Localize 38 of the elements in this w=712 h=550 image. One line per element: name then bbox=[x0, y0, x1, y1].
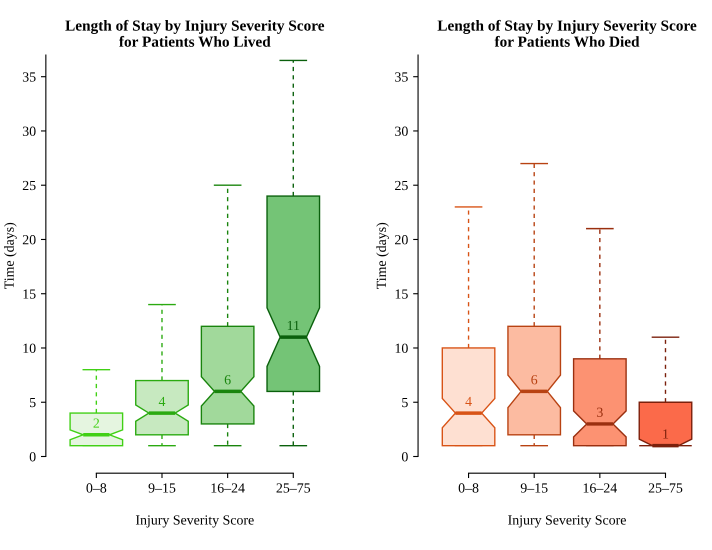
y-tick-label: 35 bbox=[22, 72, 36, 82]
x-tick-label: 16–24 bbox=[584, 483, 617, 493]
y-tick-label: 0 bbox=[30, 452, 36, 462]
x-tick-label: 25–75 bbox=[648, 483, 682, 493]
y-tick-label: 15 bbox=[396, 289, 408, 299]
x-tick-label: 0–8 bbox=[86, 483, 106, 493]
y-tick-label: 20 bbox=[395, 235, 408, 244]
y-tick-label: 30 bbox=[395, 126, 408, 136]
x-tick-label: 25–75 bbox=[276, 483, 310, 493]
x-axis-title: Injury Severity Score bbox=[136, 515, 254, 528]
text: 1 bbox=[663, 429, 668, 439]
y-axis-title: Time (days) bbox=[4, 222, 17, 289]
y-tick-label: 10 bbox=[396, 344, 408, 353]
text: 4 bbox=[465, 396, 472, 406]
text: 3 bbox=[597, 408, 603, 417]
y-tick-label: 25 bbox=[22, 180, 36, 190]
x-tick-label: 16–24 bbox=[212, 483, 245, 493]
y-axis-title: Time (days) bbox=[376, 222, 389, 289]
chart-title: Length of Stay by Injury Severity Score for Patients Who Lived bbox=[65, 20, 324, 47]
chart-title: Length of Stay by Injury Severity Score for Patients Who Died bbox=[438, 20, 696, 47]
y-tick-label: 35 bbox=[395, 72, 408, 82]
x-tick-label: 0–8 bbox=[458, 483, 478, 493]
y-tick-label: 0 bbox=[402, 452, 408, 462]
y-tick-label: 5 bbox=[30, 398, 36, 408]
y-tick-label: 10 bbox=[23, 344, 36, 353]
text: 6 bbox=[531, 375, 538, 384]
y-tick-label: 15 bbox=[23, 289, 36, 299]
x-axis-title: Injury Severity Score bbox=[508, 515, 626, 528]
text: 2 bbox=[93, 418, 100, 428]
y-tick-label: 25 bbox=[395, 180, 408, 190]
y-tick-label: 20 bbox=[22, 235, 36, 244]
x-tick-label: 9–15 bbox=[520, 483, 548, 493]
text: 6 bbox=[224, 375, 231, 384]
x-tick-label: 9–15 bbox=[148, 483, 176, 493]
y-tick-label: 5 bbox=[402, 398, 408, 408]
y-tick-label: 30 bbox=[22, 126, 36, 136]
text: 4 bbox=[158, 396, 166, 406]
text: 11 bbox=[288, 320, 300, 330]
